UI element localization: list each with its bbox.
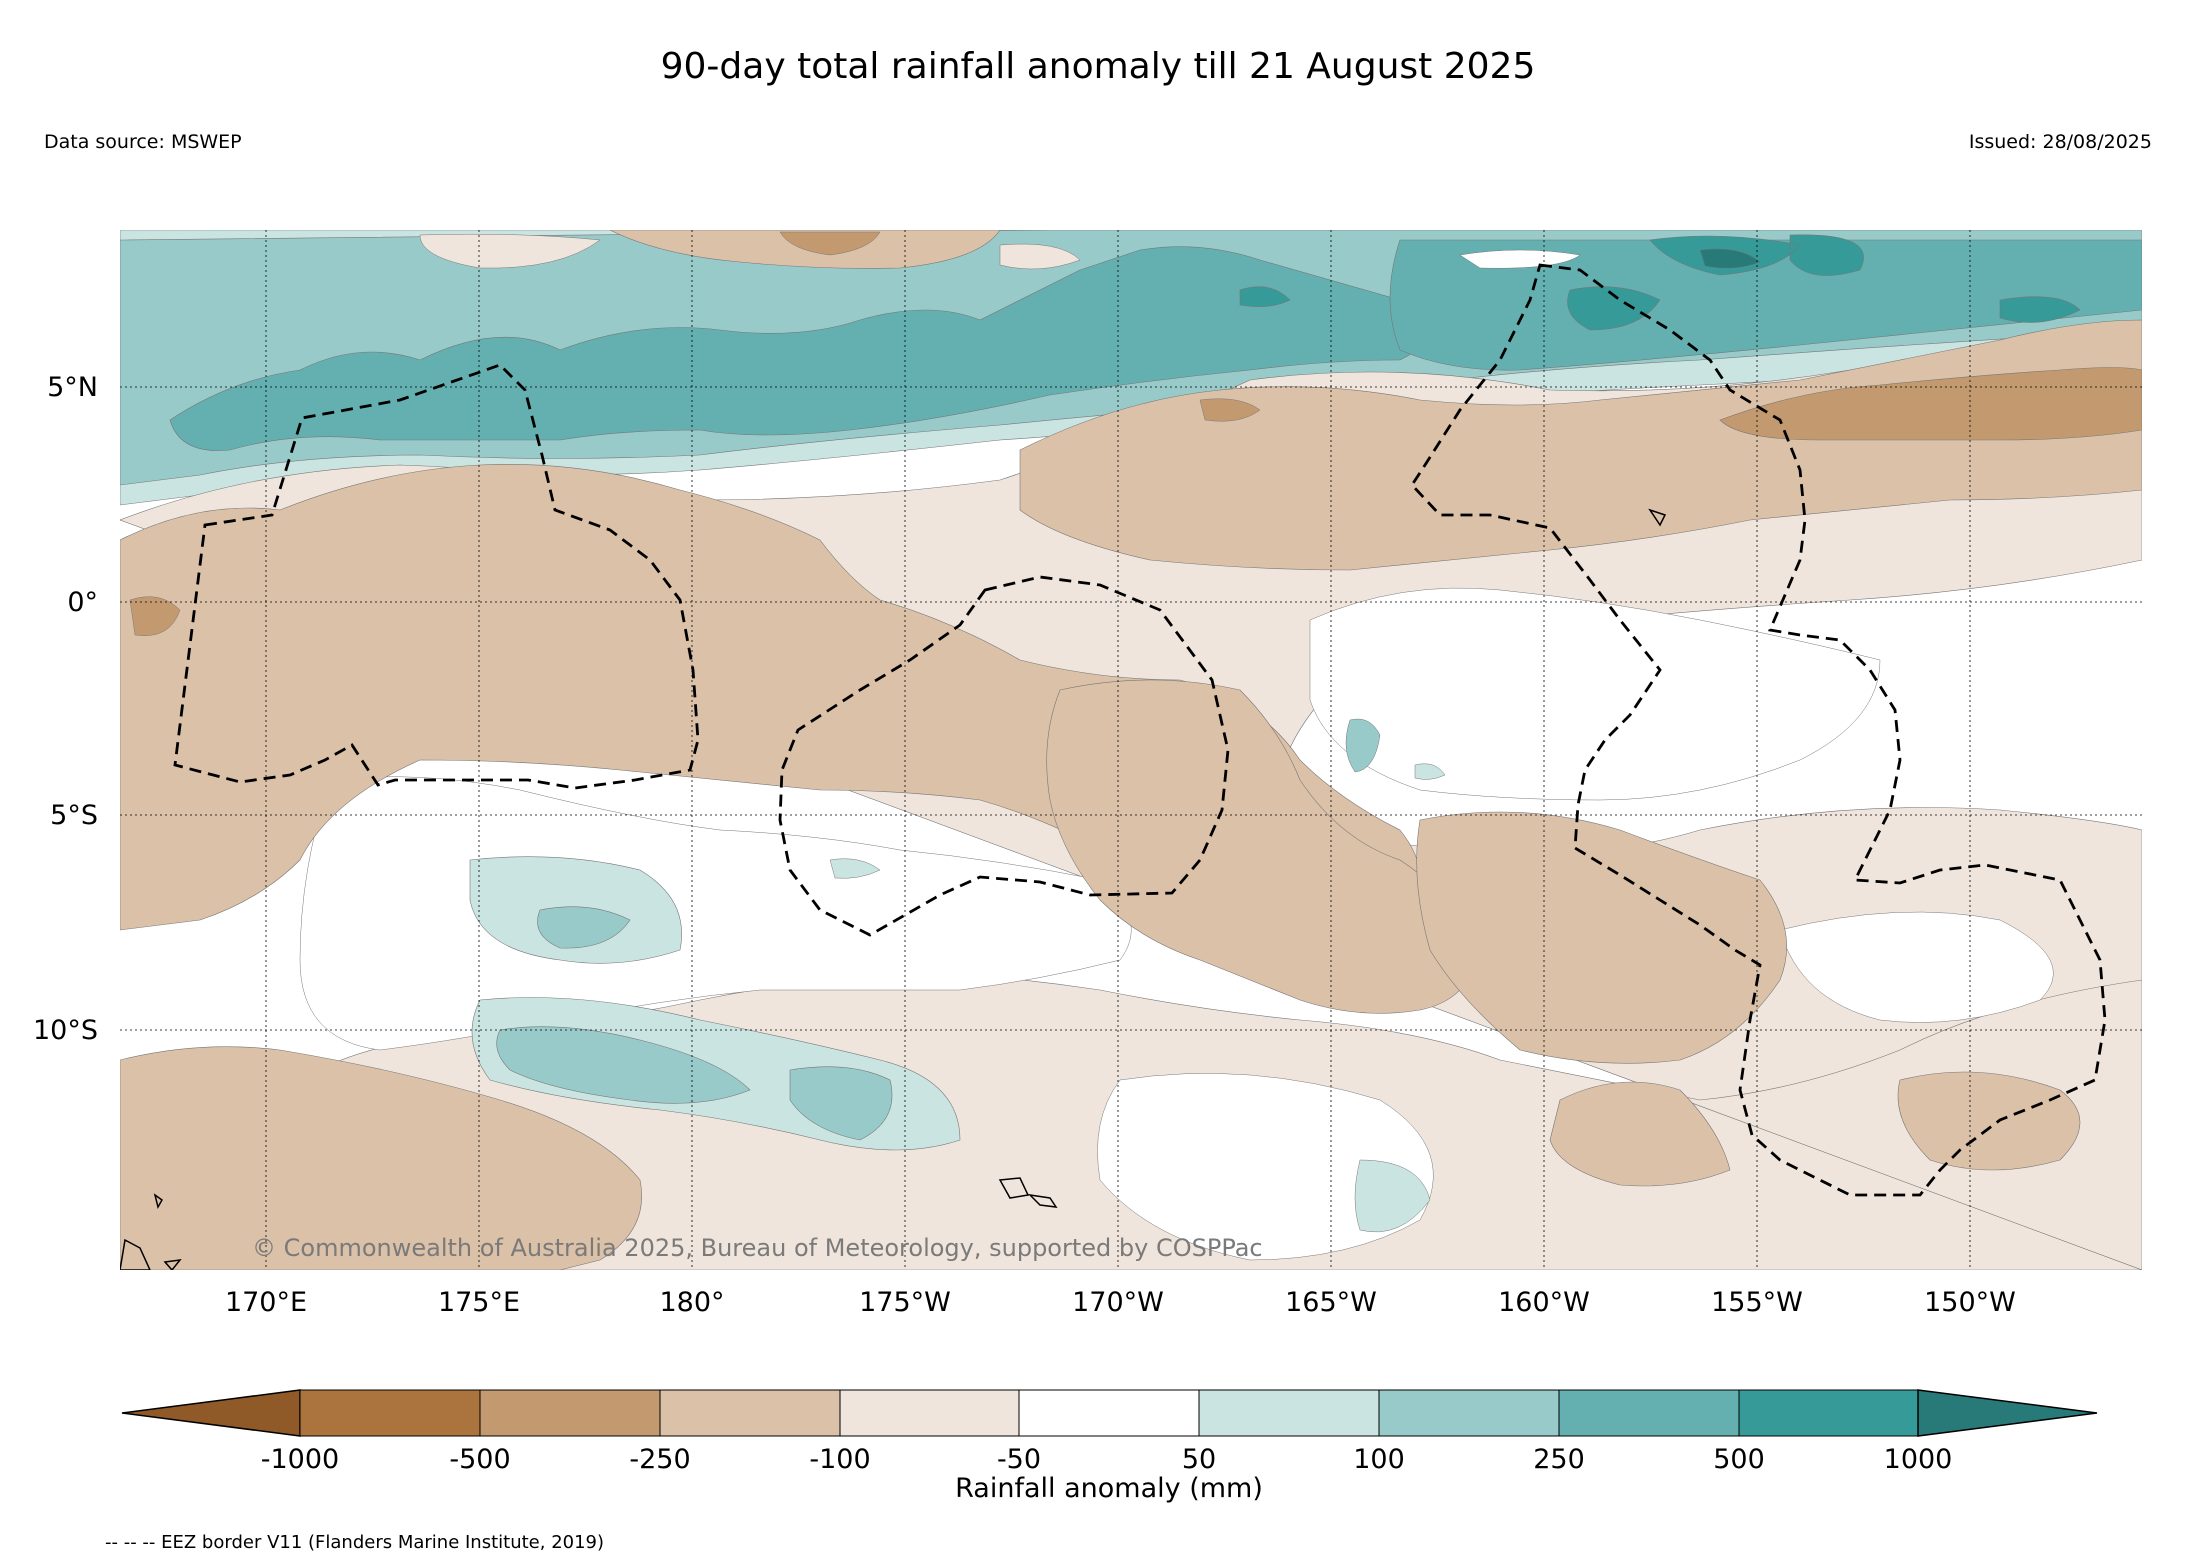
- lon-label-150w: 150°W: [1924, 1287, 2016, 1318]
- colorbar: -1000 -500 -250 -100 -50 50 100 250 500 …: [121, 1389, 2098, 1504]
- dry-patch-ne: [1719, 367, 2142, 441]
- dry-patch-se: [1549, 1071, 2081, 1187]
- lon-label-165w: 165°W: [1285, 1287, 1377, 1318]
- wet-band-north-250b: [1389, 239, 2142, 371]
- dry-patch-top-light: [419, 233, 1081, 270]
- colorbar-seg-1: [299, 1389, 481, 1437]
- colorbar-seg-3: [659, 1389, 841, 1437]
- colorbar-left-extend: [121, 1389, 301, 1437]
- lat-label-5n: 5°N: [47, 372, 98, 403]
- colorbar-seg-7: [1378, 1389, 1560, 1437]
- lon-label-170w: 170°W: [1072, 1287, 1164, 1318]
- colorbar-tick: 1000: [1884, 1444, 1953, 1475]
- lon-label-175w: 175°W: [859, 1287, 951, 1318]
- lon-label-175e: 175°E: [438, 1287, 520, 1318]
- colorbar-tick: 100: [1353, 1444, 1405, 1475]
- lon-label-180: 180°: [659, 1287, 724, 1318]
- figure-title: 90-day total rainfall anomaly till 21 Au…: [661, 46, 1536, 87]
- dry-patch-top-250: [1199, 398, 1261, 422]
- white-gap-north: [1459, 249, 1581, 269]
- dry-patch-west-250: [129, 596, 181, 636]
- colorbar-right-extend: [1917, 1389, 2098, 1437]
- data-source-label: Data source: MSWEP: [44, 131, 242, 153]
- dry-patch-sw: [120, 1046, 642, 1270]
- colorbar-tick: -50: [997, 1444, 1041, 1475]
- wet-patch-center-light: [829, 763, 1446, 1233]
- issued-date-label: Issued: 28/08/2025: [1969, 131, 2152, 153]
- dry-band-central-100b: [1019, 319, 2142, 571]
- map-panel: © Commonwealth of Australia 2025, Bureau…: [120, 230, 2142, 1270]
- colorbar-label: Rainfall anomaly (mm): [955, 1473, 1263, 1504]
- colorbar-seg-6: [1198, 1389, 1380, 1437]
- wet-band-north-1000: [1699, 248, 1761, 269]
- lon-label-155w: 155°W: [1711, 1287, 1803, 1318]
- colorbar-tick: 500: [1713, 1444, 1765, 1475]
- white-area-south: [1097, 1073, 1434, 1261]
- white-area-southwest: [299, 776, 1132, 1051]
- colorbar-ticks: -1000 -500 -250 -100 -50 50 100 250 500 …: [261, 1444, 1953, 1475]
- eez-border-east: [1410, 263, 2107, 1197]
- colorbar-tick: -500: [449, 1444, 510, 1475]
- eez-border-center: [778, 575, 1230, 937]
- colorbar-seg-9: [1738, 1389, 1919, 1437]
- copyright-notice: © Commonwealth of Australia 2025, Bureau…: [252, 1234, 1263, 1262]
- colorbar-seg-4: [839, 1389, 1020, 1437]
- colorbar-tick: -100: [809, 1444, 870, 1475]
- eez-borders: [173, 263, 2107, 1197]
- latitude-labels: 5°N 0° 5°S 10°S: [33, 372, 98, 1046]
- colorbar-tick: -1000: [261, 1444, 339, 1475]
- lat-label-10s: 10°S: [33, 1015, 98, 1046]
- dry-patch-top-inner: [779, 231, 881, 256]
- longitude-labels: 170°E 175°E 180° 175°W 170°W 165°W 160°W…: [225, 1287, 2016, 1318]
- dry-patch-south-center: [1046, 679, 1481, 1014]
- islands: [120, 508, 1667, 1270]
- colorbar-seg-2: [479, 1389, 661, 1437]
- eez-border-west: [173, 363, 700, 790]
- map-gridlines: [120, 230, 2142, 1270]
- eez-footnote: -- -- -- EEZ border V11 (Flanders Marine…: [105, 1532, 604, 1553]
- wet-patch-center: [1345, 718, 1381, 773]
- lon-label-160w: 160°W: [1498, 1287, 1590, 1318]
- white-area-center-east: [1309, 587, 1881, 801]
- lat-label-5s: 5°S: [50, 800, 98, 831]
- wet-band-north-500: [1239, 234, 2081, 331]
- white-area-east: [1779, 911, 2054, 1023]
- colorbar-tick: 50: [1182, 1444, 1216, 1475]
- colorbar-tick: -250: [629, 1444, 690, 1475]
- dry-patch-east-south: [1416, 811, 1787, 1064]
- colorbar-seg-5: [1018, 1389, 1200, 1437]
- wet-patch-south-100: [496, 906, 893, 1141]
- colorbar-seg-8: [1558, 1389, 1740, 1437]
- lon-label-170e: 170°E: [225, 1287, 307, 1318]
- colorbar-tick: 250: [1533, 1444, 1585, 1475]
- lat-label-0: 0°: [67, 587, 98, 618]
